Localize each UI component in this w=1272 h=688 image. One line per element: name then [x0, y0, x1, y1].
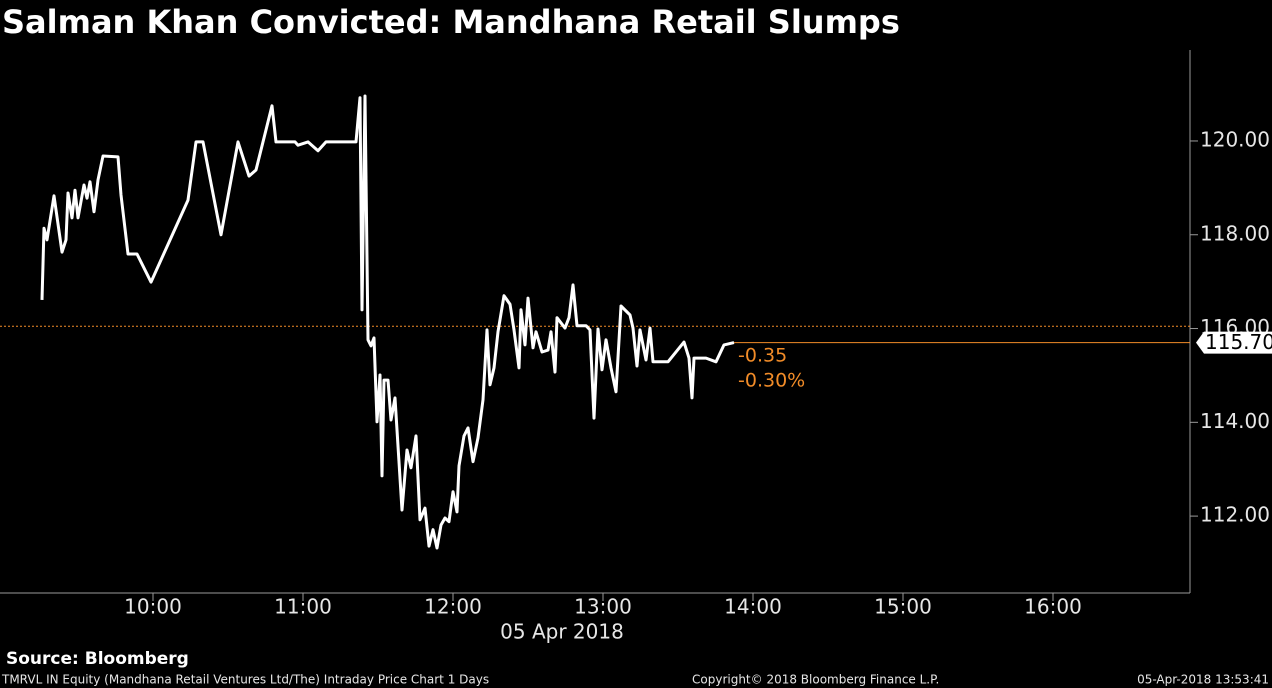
x-tick-label: 14:00 — [724, 595, 782, 619]
x-tick-label: 15:00 — [874, 595, 932, 619]
x-tick-label: 11:00 — [274, 595, 332, 619]
description: TMRVL IN Equity (Mandhana Retail Venture… — [1, 673, 489, 687]
change-label: -0.35 — [738, 345, 787, 367]
x-tick-label: 10:00 — [124, 595, 182, 619]
y-tick-label: 114.00 — [1200, 409, 1270, 433]
price-line — [40, 94, 735, 550]
y-tick-label: 112.00 — [1200, 503, 1270, 527]
x-tick-label: 13:00 — [574, 595, 632, 619]
chart-title: Salman Khan Convicted: Mandhana Retail S… — [2, 3, 900, 41]
y-tick-label: 120.00 — [1200, 127, 1270, 151]
copyright: Copyright© 2018 Bloomberg Finance L.P. — [692, 673, 939, 687]
last-price-box — [1196, 331, 1272, 354]
x-axis-label: 05 Apr 2018 — [500, 620, 624, 644]
last-price-label: 115.70 — [1205, 330, 1272, 354]
change-pct-label: -0.30% — [738, 370, 805, 392]
x-tick-label: 12:00 — [424, 595, 482, 619]
y-tick-label: 118.00 — [1200, 221, 1270, 245]
source: Source: Bloomberg — [6, 649, 189, 669]
timestamp: 05-Apr-2018 13:53:41 — [1137, 673, 1269, 687]
x-tick-label: 16:00 — [1024, 595, 1082, 619]
